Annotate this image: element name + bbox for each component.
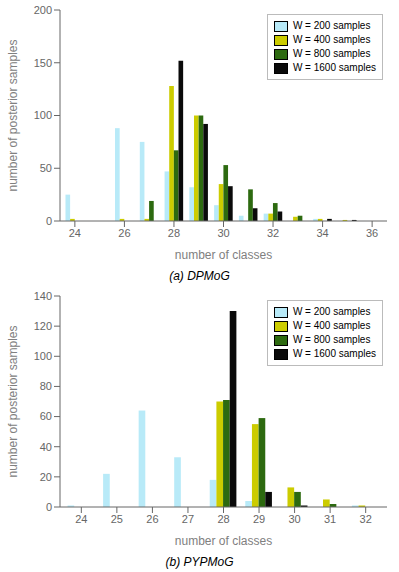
- svg-text:25: 25: [111, 513, 123, 525]
- svg-text:29: 29: [253, 513, 265, 525]
- html-text:W = 400 samples: W = 400 samples: [292, 320, 371, 331]
- svg-text:27: 27: [182, 513, 194, 525]
- html-text:W = 800 samples: W = 800 samples: [292, 48, 371, 59]
- html-text:W = 400 samples: W = 400 samples: [292, 34, 371, 45]
- svg-text:140: 140: [34, 290, 52, 302]
- svg-text:30: 30: [288, 513, 300, 525]
- svg-text:150: 150: [34, 57, 52, 69]
- svg-text:28: 28: [217, 513, 229, 525]
- svg-text:30: 30: [217, 227, 229, 239]
- svg-text:32: 32: [360, 513, 372, 525]
- svg-text:number of classes: number of classes: [175, 534, 272, 548]
- html-text:W = 200 samples: W = 200 samples: [292, 20, 371, 31]
- svg-text:number of classes: number of classes: [175, 248, 272, 262]
- svg-text:0: 0: [46, 501, 52, 513]
- svg-text:100: 100: [34, 109, 52, 121]
- html-text:W = 800 samples: W = 800 samples: [292, 334, 371, 345]
- html-text:(b) PYPMoG: (b) PYPMoG: [165, 555, 234, 569]
- svg-text:60: 60: [40, 410, 52, 422]
- svg-text:31: 31: [324, 513, 336, 525]
- html-text:W = 200 samples: W = 200 samples: [292, 306, 371, 317]
- svg-text:26: 26: [146, 513, 158, 525]
- svg-text:28: 28: [168, 227, 180, 239]
- svg-text:number of posterior samples: number of posterior samples: [6, 325, 20, 477]
- html-text:W = 1600 samples: W = 1600 samples: [292, 62, 376, 73]
- svg-text:24: 24: [75, 513, 87, 525]
- svg-text:26: 26: [118, 227, 130, 239]
- svg-text:32: 32: [267, 227, 279, 239]
- svg-text:80: 80: [40, 380, 52, 392]
- svg-text:0: 0: [46, 215, 52, 227]
- html-text:(a) DPMoG: (a) DPMoG: [169, 269, 230, 283]
- svg-text:50: 50: [40, 162, 52, 174]
- svg-text:24: 24: [69, 227, 81, 239]
- svg-text:120: 120: [34, 320, 52, 332]
- svg-text:40: 40: [40, 441, 52, 453]
- svg-text:200: 200: [34, 4, 52, 16]
- html-text:W = 1600 samples: W = 1600 samples: [292, 348, 376, 359]
- svg-text:number of posterior samples: number of posterior samples: [6, 39, 20, 191]
- svg-text:34: 34: [316, 227, 328, 239]
- svg-text:20: 20: [40, 471, 52, 483]
- svg-text:100: 100: [34, 350, 52, 362]
- svg-text:36: 36: [366, 227, 378, 239]
